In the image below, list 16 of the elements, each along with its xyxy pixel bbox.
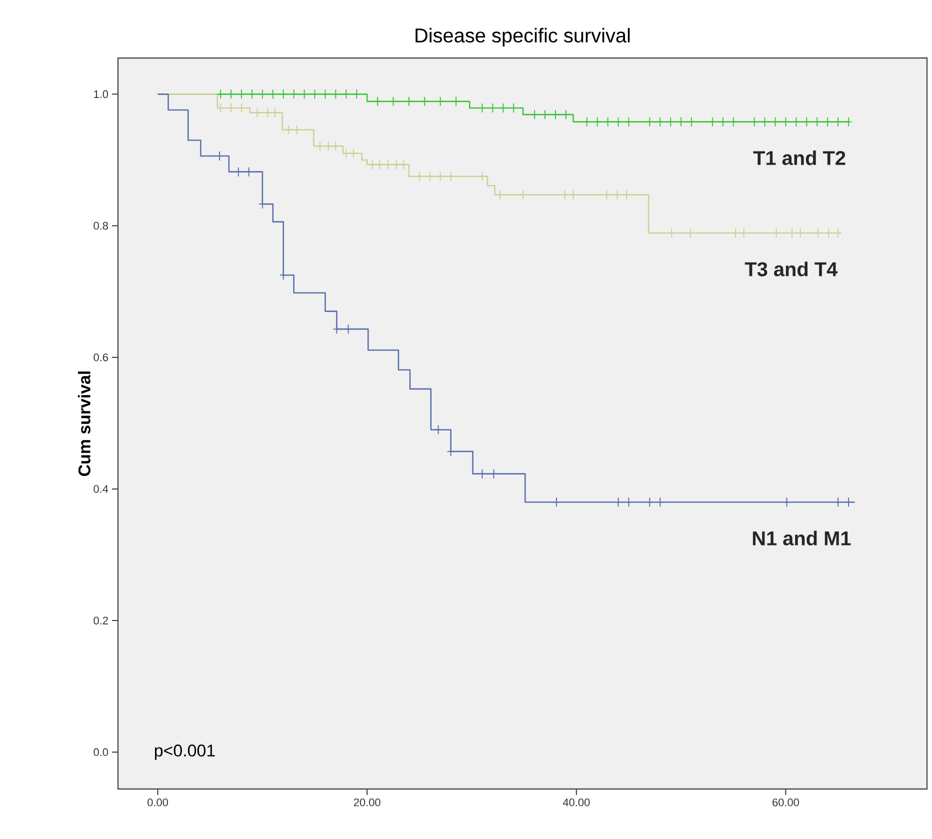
series-label: T3 and T4 xyxy=(744,262,838,276)
x-tick-label: 60.00 xyxy=(772,798,799,806)
series-label: N1 and M1 xyxy=(752,530,851,546)
y-axis-title: Cum survival xyxy=(78,372,90,476)
y-tick-label: 0.8 xyxy=(94,222,108,230)
y-tick-label: 1.0 xyxy=(94,90,108,98)
x-tick-label: 40.00 xyxy=(562,798,590,806)
series-label: T1 and T2 xyxy=(753,150,846,166)
x-tick-label: 0.00 xyxy=(148,798,168,806)
y-tick-label: 0.6 xyxy=(94,354,108,362)
x-tick-label: 20.00 xyxy=(354,798,380,806)
y-tick-label: 0.0 xyxy=(94,748,108,756)
y-tick-label: 0.2 xyxy=(94,616,108,624)
y-tick-label: 0.4 xyxy=(94,485,108,493)
annotation: p<0.001 xyxy=(154,744,215,760)
chart-title: Disease specific survival xyxy=(416,28,630,46)
